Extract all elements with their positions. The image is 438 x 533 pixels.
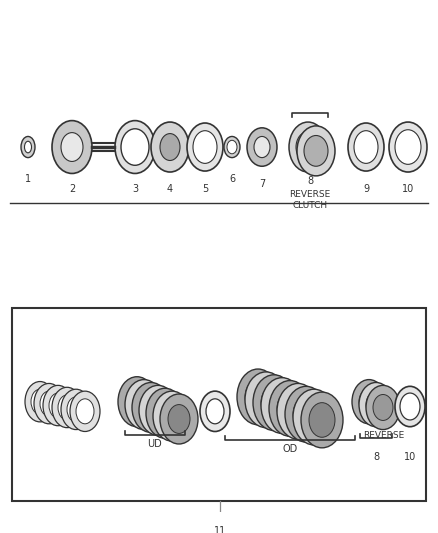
- Ellipse shape: [160, 134, 180, 160]
- Text: 10: 10: [402, 183, 414, 193]
- Ellipse shape: [269, 381, 311, 437]
- Ellipse shape: [67, 397, 85, 422]
- Ellipse shape: [121, 129, 149, 165]
- Ellipse shape: [297, 126, 335, 176]
- Ellipse shape: [52, 387, 82, 427]
- Ellipse shape: [253, 375, 295, 431]
- Ellipse shape: [25, 382, 55, 422]
- Ellipse shape: [389, 122, 427, 172]
- Text: 6: 6: [229, 174, 235, 184]
- Ellipse shape: [400, 393, 420, 420]
- Ellipse shape: [125, 379, 163, 430]
- Text: 1: 1: [25, 174, 31, 184]
- Ellipse shape: [366, 392, 386, 417]
- Ellipse shape: [160, 394, 198, 444]
- Ellipse shape: [373, 394, 393, 421]
- Ellipse shape: [76, 399, 94, 424]
- Text: REVERSE: REVERSE: [364, 431, 405, 440]
- Ellipse shape: [227, 140, 237, 154]
- Text: 9: 9: [363, 183, 369, 193]
- Ellipse shape: [359, 389, 379, 415]
- Ellipse shape: [31, 389, 49, 414]
- Ellipse shape: [206, 399, 224, 424]
- Text: 8: 8: [307, 176, 313, 186]
- Ellipse shape: [139, 385, 177, 435]
- Ellipse shape: [151, 122, 189, 172]
- Ellipse shape: [61, 389, 91, 430]
- Ellipse shape: [237, 369, 279, 425]
- Ellipse shape: [366, 385, 400, 430]
- Ellipse shape: [304, 135, 328, 166]
- Ellipse shape: [153, 391, 191, 441]
- Text: 5: 5: [202, 183, 208, 193]
- Ellipse shape: [118, 377, 156, 427]
- Ellipse shape: [140, 393, 162, 422]
- Ellipse shape: [43, 385, 73, 426]
- Ellipse shape: [359, 383, 393, 427]
- Ellipse shape: [352, 379, 386, 424]
- Ellipse shape: [49, 393, 67, 418]
- Ellipse shape: [58, 395, 76, 420]
- Text: 2: 2: [69, 183, 75, 193]
- Ellipse shape: [61, 133, 83, 161]
- Ellipse shape: [245, 372, 287, 427]
- Ellipse shape: [395, 130, 421, 164]
- Ellipse shape: [247, 128, 277, 166]
- Ellipse shape: [354, 131, 378, 164]
- Text: 10: 10: [404, 451, 416, 462]
- Ellipse shape: [348, 123, 384, 171]
- Text: 8: 8: [373, 451, 379, 462]
- Ellipse shape: [277, 383, 319, 439]
- Ellipse shape: [34, 383, 64, 424]
- Ellipse shape: [187, 123, 223, 171]
- Ellipse shape: [224, 136, 240, 158]
- Ellipse shape: [285, 386, 327, 442]
- Ellipse shape: [309, 402, 335, 437]
- Ellipse shape: [293, 389, 335, 445]
- Ellipse shape: [168, 405, 190, 433]
- Text: UD: UD: [148, 439, 162, 449]
- Text: 3: 3: [132, 183, 138, 193]
- Ellipse shape: [200, 391, 230, 432]
- Bar: [12, 309, 426, 500]
- Ellipse shape: [245, 379, 271, 414]
- Ellipse shape: [296, 132, 320, 163]
- Text: 11: 11: [214, 526, 226, 533]
- Ellipse shape: [40, 391, 58, 416]
- Ellipse shape: [126, 387, 148, 416]
- Ellipse shape: [395, 386, 425, 427]
- Ellipse shape: [115, 120, 155, 173]
- Ellipse shape: [254, 136, 270, 158]
- Ellipse shape: [301, 392, 343, 448]
- Ellipse shape: [261, 378, 303, 433]
- Ellipse shape: [293, 397, 319, 432]
- Ellipse shape: [289, 122, 327, 172]
- Ellipse shape: [52, 120, 92, 173]
- Ellipse shape: [277, 391, 303, 426]
- Ellipse shape: [193, 131, 217, 164]
- Ellipse shape: [261, 385, 287, 420]
- Text: REVERSE
CLUTCH: REVERSE CLUTCH: [290, 190, 331, 209]
- Ellipse shape: [25, 141, 32, 153]
- Ellipse shape: [70, 391, 100, 432]
- Ellipse shape: [146, 388, 184, 438]
- Ellipse shape: [132, 383, 170, 432]
- Ellipse shape: [21, 136, 35, 158]
- Text: 4: 4: [167, 183, 173, 193]
- Ellipse shape: [154, 399, 176, 427]
- Text: OD: OD: [283, 444, 298, 454]
- Text: 7: 7: [259, 179, 265, 189]
